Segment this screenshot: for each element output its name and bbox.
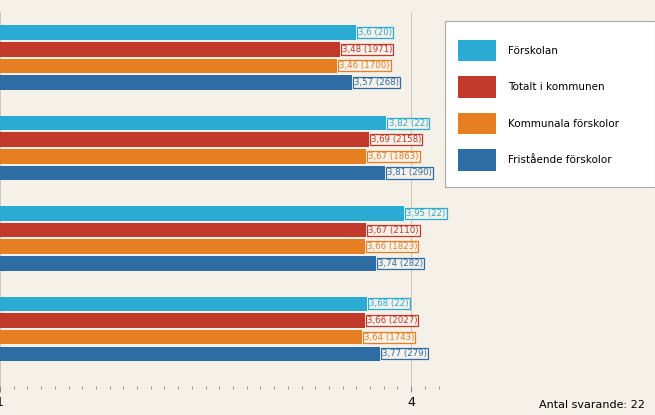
Text: 3,57 (268): 3,57 (268) — [354, 78, 400, 87]
Text: 3,81 (290): 3,81 (290) — [387, 168, 432, 178]
Text: Fristående förskolor: Fristående förskolor — [508, 155, 612, 165]
Text: Kommunala förskolor: Kommunala förskolor — [508, 119, 619, 129]
Text: 3,64 (1743): 3,64 (1743) — [364, 333, 415, 342]
Bar — [0, 256, 375, 271]
Bar — [0, 149, 366, 164]
Bar — [0, 132, 369, 147]
Bar — [0, 25, 356, 40]
Text: 3,74 (282): 3,74 (282) — [377, 259, 422, 268]
Bar — [0, 166, 385, 180]
Bar — [0, 239, 365, 254]
Bar — [0, 223, 366, 237]
Text: Antal svarande: 22: Antal svarande: 22 — [539, 400, 645, 410]
Bar — [0, 59, 337, 73]
Bar — [0, 42, 340, 56]
Text: 3,82 (22): 3,82 (22) — [388, 119, 428, 127]
Text: 3,48 (1971): 3,48 (1971) — [342, 45, 392, 54]
Text: 3,77 (279): 3,77 (279) — [382, 349, 426, 358]
Text: 3,69 (2158): 3,69 (2158) — [371, 135, 421, 144]
Bar — [0, 313, 365, 328]
FancyBboxPatch shape — [458, 40, 496, 61]
Text: Totalt i kommunen: Totalt i kommunen — [508, 82, 605, 92]
Text: 3,68 (22): 3,68 (22) — [369, 299, 409, 308]
Text: 3,66 (1823): 3,66 (1823) — [367, 242, 417, 251]
FancyBboxPatch shape — [458, 149, 496, 171]
Text: 3,67 (2110): 3,67 (2110) — [368, 226, 419, 234]
Text: 3,46 (1700): 3,46 (1700) — [339, 61, 390, 71]
Text: Förskolan: Förskolan — [508, 46, 558, 56]
Bar — [0, 347, 380, 361]
Bar — [0, 116, 386, 130]
Bar — [0, 206, 404, 221]
Bar — [0, 297, 367, 311]
Bar — [0, 330, 362, 344]
Text: 3,67 (1863): 3,67 (1863) — [368, 152, 419, 161]
Text: 3,6 (20): 3,6 (20) — [358, 28, 392, 37]
FancyBboxPatch shape — [458, 113, 496, 134]
Bar — [0, 76, 352, 90]
FancyBboxPatch shape — [458, 76, 496, 98]
Text: 3,66 (2027): 3,66 (2027) — [367, 316, 417, 325]
Text: 3,95 (22): 3,95 (22) — [406, 209, 445, 218]
